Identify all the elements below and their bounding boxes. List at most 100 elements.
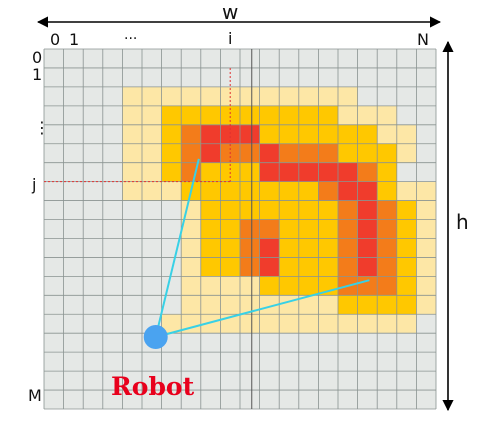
cell-orange	[377, 219, 397, 239]
cell-light	[181, 295, 201, 315]
cell-orange	[240, 219, 260, 239]
cell-yellow	[338, 295, 358, 315]
cell-yellow	[318, 124, 338, 144]
cell-light	[279, 295, 299, 315]
cell-light	[122, 162, 142, 182]
cell-light	[416, 295, 436, 315]
cell-red	[338, 181, 358, 201]
cell-yellow	[298, 200, 319, 220]
cell-yellow	[279, 200, 299, 220]
cell-light	[377, 124, 397, 144]
cell-light	[240, 295, 260, 315]
cell-yellow	[396, 238, 417, 258]
cell-light	[318, 86, 338, 106]
cell-light	[396, 181, 417, 201]
cell-light	[338, 105, 358, 125]
cell-yellow	[161, 162, 182, 182]
cell-yellow	[161, 105, 182, 125]
cell-yellow	[318, 257, 338, 277]
cell-yellow	[298, 238, 319, 258]
cell-yellow	[318, 238, 338, 258]
cell-yellow	[396, 219, 417, 239]
cell-light	[396, 314, 417, 334]
cell-yellow	[240, 105, 260, 125]
cell-yellow	[279, 257, 299, 277]
cell-yellow	[279, 238, 299, 258]
cell-light	[122, 124, 142, 144]
cell-yellow	[181, 105, 201, 125]
grid-lines	[43, 48, 437, 410]
cell-light	[220, 295, 240, 315]
cell-light	[279, 314, 299, 334]
cell-yellow	[279, 105, 299, 125]
cell-light	[200, 276, 221, 296]
cell-yellow	[220, 257, 240, 277]
cell-light	[200, 86, 221, 106]
cell-yellow	[396, 276, 417, 296]
cell-orange	[240, 257, 260, 277]
cell-light	[122, 143, 142, 163]
cell-red	[259, 238, 280, 258]
cell-yellow	[396, 295, 417, 315]
cell-yellow	[240, 200, 260, 220]
sensor-ray-2	[155, 279, 370, 338]
cell-light	[240, 314, 260, 334]
cell-orange	[357, 276, 378, 296]
cell-red	[357, 257, 378, 277]
height-label: h	[456, 210, 469, 234]
cell-light	[181, 86, 201, 106]
cell-orange	[338, 238, 358, 258]
row-label-0: 0	[32, 48, 43, 67]
cell-yellow	[298, 276, 319, 296]
cell-light	[142, 105, 162, 125]
cell-light	[259, 295, 280, 315]
column-label-1: 1	[69, 30, 80, 49]
cell-light	[416, 276, 436, 296]
cell-light	[200, 314, 221, 334]
cell-light	[122, 86, 142, 106]
cell-light	[122, 181, 142, 201]
cell-yellow	[259, 124, 280, 144]
cell-red	[200, 143, 221, 163]
cell-light	[122, 105, 142, 125]
cell-light	[416, 257, 436, 277]
robot-label: Robot	[111, 372, 195, 401]
robot-marker	[143, 325, 168, 349]
cell-yellow	[200, 105, 221, 125]
cell-yellow	[298, 105, 319, 125]
cell-light	[181, 219, 201, 239]
cell-light	[220, 276, 240, 296]
column-label-0: 0	[50, 30, 61, 49]
cell-light	[396, 124, 417, 144]
cell-orange	[318, 181, 338, 201]
cell-orange	[377, 257, 397, 277]
cell-orange	[240, 143, 260, 163]
cell-light	[181, 257, 201, 277]
cell-light	[259, 86, 280, 106]
cell-yellow	[200, 219, 221, 239]
cell-red	[338, 162, 358, 182]
cell-red	[240, 124, 260, 144]
cell-yellow	[377, 143, 397, 163]
cell-light	[142, 143, 162, 163]
cell-yellow	[220, 219, 240, 239]
cell-light	[142, 162, 162, 182]
cell-light	[181, 276, 201, 296]
column-label-i: i	[228, 29, 233, 48]
cell-light	[318, 295, 338, 315]
cell-yellow	[220, 200, 240, 220]
cell-yellow	[357, 124, 378, 144]
cell-yellow	[279, 181, 299, 201]
cell-orange	[357, 162, 378, 182]
cell-yellow	[259, 181, 280, 201]
cell-red	[357, 238, 378, 258]
cell-yellow	[279, 276, 299, 296]
cell-yellow	[279, 219, 299, 239]
cell-yellow	[220, 105, 240, 125]
cell-yellow	[396, 257, 417, 277]
cell-yellow	[298, 181, 319, 201]
cell-light	[142, 86, 162, 106]
column-label-ellipsis: ···	[124, 31, 138, 47]
cell-red	[279, 162, 299, 182]
